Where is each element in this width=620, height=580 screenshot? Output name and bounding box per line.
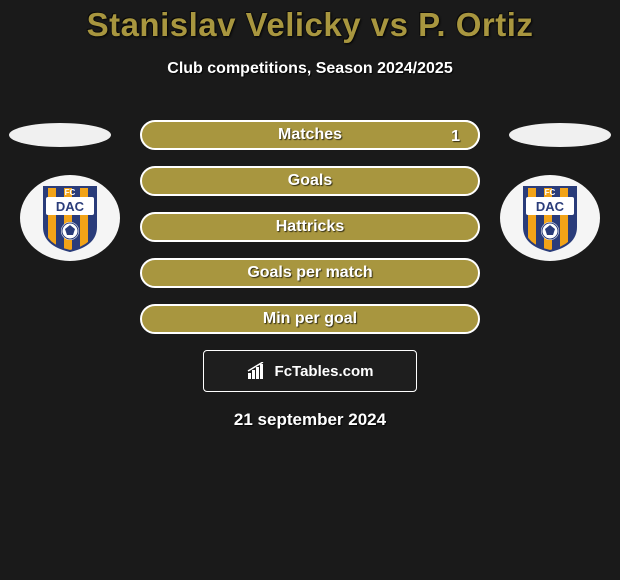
stat-label: Matches xyxy=(278,126,342,144)
stat-value-right: 1 xyxy=(451,122,460,152)
svg-text:FC: FC xyxy=(65,188,76,197)
stat-row-goals-per-match: Goals per match xyxy=(0,258,620,288)
attribution-text: FcTables.com xyxy=(275,363,374,380)
date-text: 21 september 2024 xyxy=(0,410,620,430)
stat-row-min-per-goal: Min per goal xyxy=(0,304,620,334)
stat-label: Min per goal xyxy=(263,310,357,328)
svg-text:DAC: DAC xyxy=(536,199,565,214)
stat-label: Goals per match xyxy=(247,264,372,282)
stat-bar: Goals xyxy=(140,166,480,196)
club-badge-right: DAC FC xyxy=(500,175,600,261)
stat-bar: Hattricks xyxy=(140,212,480,242)
club-crest-icon: DAC FC xyxy=(40,183,100,253)
stat-label: Hattricks xyxy=(276,218,344,236)
country-flag-left xyxy=(9,123,111,147)
svg-text:FC: FC xyxy=(545,188,556,197)
bar-chart-icon xyxy=(247,362,269,380)
attribution-badge[interactable]: FcTables.com xyxy=(203,350,417,392)
svg-text:DAC: DAC xyxy=(56,199,85,214)
stat-row-matches: Matches 1 xyxy=(0,120,620,150)
club-badge-left: DAC FC xyxy=(20,175,120,261)
page-title: Stanislav Velicky vs P. Ortiz xyxy=(87,6,534,43)
stat-bar: Goals per match xyxy=(140,258,480,288)
country-flag-right xyxy=(509,123,611,147)
stat-bar: Matches 1 xyxy=(140,120,480,150)
stat-label: Goals xyxy=(288,172,332,190)
subtitle: Club competitions, Season 2024/2025 xyxy=(0,60,620,78)
club-crest-icon: DAC FC xyxy=(520,183,580,253)
stat-bar: Min per goal xyxy=(140,304,480,334)
